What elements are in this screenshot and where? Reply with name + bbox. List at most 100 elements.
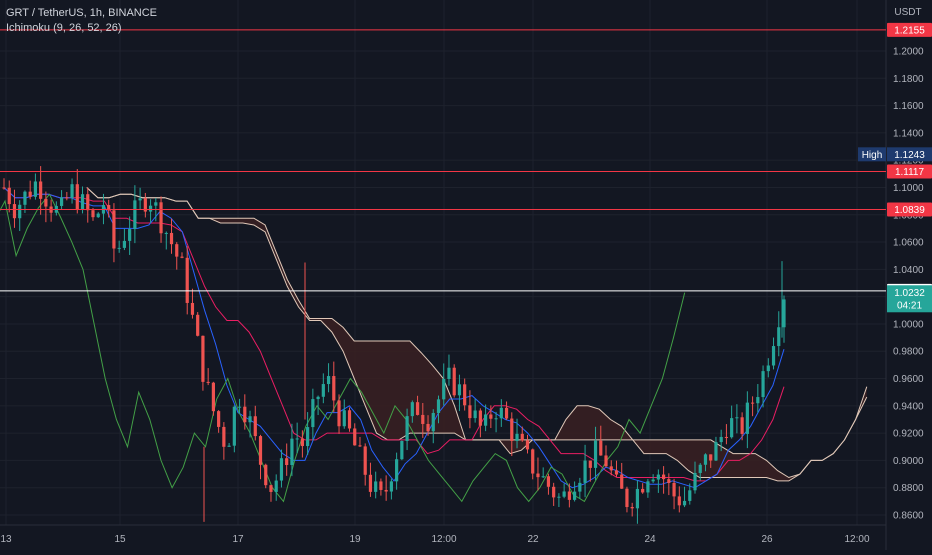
candle-body[interactable] bbox=[583, 460, 587, 483]
candle-body[interactable] bbox=[661, 474, 666, 480]
candle-body[interactable] bbox=[243, 406, 247, 423]
candle-body[interactable] bbox=[703, 454, 708, 465]
candle-body[interactable] bbox=[227, 445, 231, 447]
candle-body[interactable] bbox=[714, 442, 718, 461]
candle-body[interactable] bbox=[599, 440, 603, 456]
candle-body[interactable] bbox=[222, 426, 226, 447]
candle-body[interactable] bbox=[400, 440, 404, 460]
candle-body[interactable] bbox=[766, 365, 770, 372]
candle-body[interactable] bbox=[463, 384, 467, 406]
candle-body[interactable] bbox=[719, 436, 723, 443]
candle-body[interactable] bbox=[86, 194, 90, 211]
candle-body[interactable] bbox=[326, 376, 331, 385]
candle-body[interactable] bbox=[557, 496, 561, 498]
candle-body[interactable] bbox=[777, 327, 781, 347]
candle-body[interactable] bbox=[395, 459, 399, 482]
candle-body[interactable] bbox=[745, 402, 749, 434]
candle-body[interactable] bbox=[311, 399, 315, 428]
candle-body[interactable] bbox=[70, 184, 74, 198]
candle-body[interactable] bbox=[546, 476, 551, 487]
candle-body[interactable] bbox=[447, 367, 451, 379]
candle-body[interactable] bbox=[117, 247, 121, 249]
candle-body[interactable] bbox=[541, 476, 545, 478]
candle-body[interactable] bbox=[332, 376, 336, 401]
candle-body[interactable] bbox=[347, 410, 352, 429]
candle-body[interactable] bbox=[248, 416, 252, 423]
candle-body[interactable] bbox=[306, 427, 310, 447]
candle-body[interactable] bbox=[201, 335, 205, 382]
candle-body[interactable] bbox=[217, 411, 221, 427]
candle-body[interactable] bbox=[405, 416, 409, 441]
candle-body[interactable] bbox=[468, 405, 472, 419]
candle-body[interactable] bbox=[730, 418, 734, 438]
candle-body[interactable] bbox=[253, 416, 257, 437]
candle-body[interactable] bbox=[65, 197, 69, 199]
candle-body[interactable] bbox=[143, 198, 147, 212]
candle-body[interactable] bbox=[625, 488, 629, 508]
candle-body[interactable] bbox=[771, 346, 776, 366]
candle-body[interactable] bbox=[426, 423, 430, 432]
candle-body[interactable] bbox=[567, 491, 571, 500]
candle-body[interactable] bbox=[525, 440, 530, 450]
candle-body[interactable] bbox=[91, 210, 95, 218]
candle-body[interactable] bbox=[735, 417, 739, 419]
candle-body[interactable] bbox=[23, 191, 27, 205]
candle-body[interactable] bbox=[96, 213, 100, 218]
candle-body[interactable] bbox=[457, 384, 462, 396]
candle-body[interactable] bbox=[604, 455, 608, 467]
candle-body[interactable] bbox=[415, 402, 420, 415]
candle-body[interactable] bbox=[353, 428, 357, 446]
candle-body[interactable] bbox=[709, 454, 713, 461]
candle-body[interactable] bbox=[421, 414, 425, 424]
candle-body[interactable] bbox=[206, 381, 210, 383]
candle-body[interactable] bbox=[7, 187, 11, 205]
candle-body[interactable] bbox=[478, 410, 482, 426]
candle-body[interactable] bbox=[337, 400, 341, 427]
candle-body[interactable] bbox=[682, 500, 687, 506]
candle-body[interactable] bbox=[232, 406, 236, 446]
candle-body[interactable] bbox=[646, 481, 650, 493]
candle-body[interactable] bbox=[761, 371, 765, 398]
candle-body[interactable] bbox=[667, 479, 671, 483]
candle-body[interactable] bbox=[374, 481, 378, 492]
candle-body[interactable] bbox=[515, 433, 519, 441]
candle-body[interactable] bbox=[520, 433, 524, 441]
candle-body[interactable] bbox=[504, 407, 509, 419]
candle-body[interactable] bbox=[180, 256, 184, 258]
candle-body[interactable] bbox=[295, 438, 299, 440]
candle-body[interactable] bbox=[33, 181, 38, 197]
candle-body[interactable] bbox=[499, 407, 503, 419]
candle-body[interactable] bbox=[279, 458, 284, 481]
candle-body[interactable] bbox=[75, 184, 79, 210]
candle-body[interactable] bbox=[436, 399, 441, 413]
candle-body[interactable] bbox=[651, 479, 655, 482]
candle-body[interactable] bbox=[410, 402, 414, 417]
candle-body[interactable] bbox=[641, 488, 645, 493]
candle-body[interactable] bbox=[128, 229, 132, 241]
candle-body[interactable] bbox=[133, 200, 137, 230]
candle-body[interactable] bbox=[724, 436, 729, 438]
candle-body[interactable] bbox=[190, 302, 195, 315]
candle-body[interactable] bbox=[269, 485, 273, 492]
candle-body[interactable] bbox=[573, 491, 577, 500]
candle-body[interactable] bbox=[169, 232, 174, 245]
candle-body[interactable] bbox=[237, 406, 242, 408]
candle-body[interactable] bbox=[452, 367, 456, 396]
candle-body[interactable] bbox=[368, 474, 373, 492]
candle-body[interactable] bbox=[159, 202, 163, 234]
candle-body[interactable] bbox=[379, 481, 383, 490]
candle-body[interactable] bbox=[175, 244, 179, 257]
candle-body[interactable] bbox=[28, 191, 32, 197]
candle-body[interactable] bbox=[321, 384, 325, 397]
candle-body[interactable] bbox=[285, 458, 289, 466]
candle-body[interactable] bbox=[2, 187, 6, 189]
candle-body[interactable] bbox=[211, 382, 215, 412]
candle-body[interactable] bbox=[740, 417, 744, 434]
candle-body[interactable] bbox=[672, 482, 676, 497]
candle-body[interactable] bbox=[750, 402, 755, 404]
candle-body[interactable] bbox=[185, 257, 189, 303]
candle-body[interactable] bbox=[290, 438, 294, 466]
candle-body[interactable] bbox=[44, 198, 48, 207]
candle-body[interactable] bbox=[274, 480, 278, 492]
